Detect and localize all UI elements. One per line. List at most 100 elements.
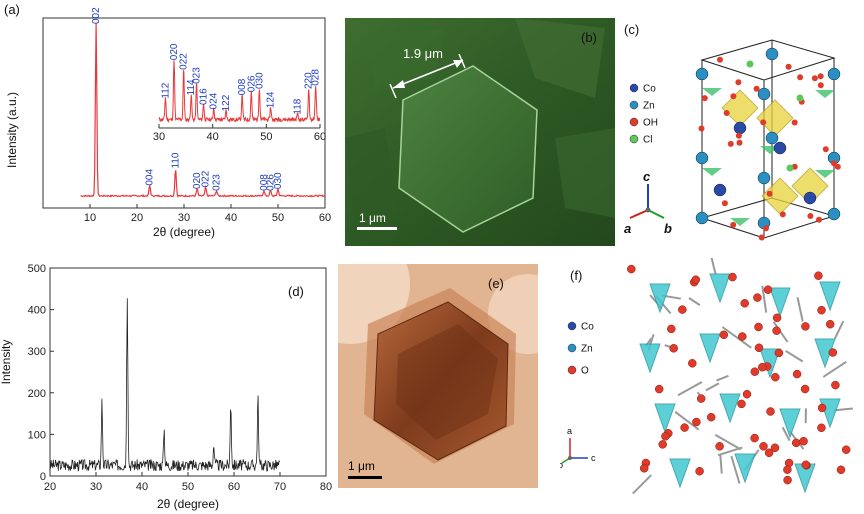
oxygen-atom [692,417,701,427]
oh-atom [763,225,769,232]
bond [688,297,701,306]
oh-atom [766,190,773,197]
tetrahedron [702,168,722,176]
bond [834,407,853,412]
tetrahedron [779,408,801,439]
panel-d-xtick-label: 50 [182,481,194,493]
tetrahedron [669,458,691,489]
panel-d-ytick-label: 100 [28,429,46,441]
metal-atom [827,207,841,221]
oh-atom [817,82,824,89]
cl-atom [746,60,754,68]
oxygen-atom [791,438,801,448]
panel-f-crystal-structure: (f) Co Zn O a b c [560,258,853,495]
peak-label: 023 [211,174,222,191]
legend-co-label: Co [643,84,656,95]
panel-c-crystal-structure: (c) Co Zn OH Cl c a b [624,22,841,241]
bond [632,474,652,495]
oxygen-atom [836,465,846,475]
oh-atom [753,85,760,92]
tetrahedron [815,90,835,98]
panel-d-label: (d) [288,284,304,299]
panel-a-xtick-label: 10 [84,212,96,224]
panel-d-ytick-label: 0 [40,471,46,483]
panel-d-ytick-label: 200 [28,388,46,400]
axis-a-label-f: a [567,426,572,436]
metal-atom [757,171,771,185]
oxygen-atom [678,305,687,314]
oxygen-atom [738,332,747,341]
panel-d-ytick-label: 300 [28,346,46,358]
panel-d-xtick-label: 20 [44,481,56,493]
oxygen-atom [669,344,678,353]
peak-label: 004 [145,169,156,186]
panel-a-inset-tick-label: 60 [314,131,326,143]
inset-peak-label: 112 [160,82,171,98]
panel-b-scalebar [357,227,397,230]
oxygen-atom [770,443,780,453]
oh-atom [730,221,737,228]
oh-atom [736,139,743,146]
oxygen-atom [801,460,811,470]
panel-a-xtick-label: 30 [178,212,190,224]
oh-atom [723,110,730,116]
legend-oh-marker [629,117,639,127]
inset-peak-label: 020 [169,43,180,60]
metal-atom [803,191,817,205]
legend-oh-label: OH [643,118,658,129]
tetrahedron [639,343,661,374]
oxygen-atom [774,348,784,358]
metal-atom [765,47,779,61]
legend-co-marker [567,321,577,331]
oxygen-atom [753,293,762,302]
legend-zn-marker [567,343,577,353]
oh-atom [785,63,792,70]
panel-d-xrd-chart: Intensity 20 30 40 50 60 70 80 0 100 200 300 400 500… [0,263,332,511]
panel-d-xtick-label: 60 [228,481,240,493]
oxygen-atom [661,432,670,441]
bond [781,426,791,442]
oxygen-atom [758,362,767,372]
oxygen-atom [715,442,724,451]
inset-peak-label: 024 [209,92,220,109]
inset-peak-label: 114 [186,79,197,95]
tetrahedron [819,281,841,312]
tetrahedron [819,398,841,429]
bond [677,381,703,397]
oh-atom [730,93,737,100]
octahedron [756,99,794,137]
inset-peak-label: 026 [246,75,257,92]
tetrahedron [709,273,731,304]
oxygen-atom [800,384,810,394]
oxygen-atom [737,399,746,409]
metal-atom [757,87,771,101]
oxygen-atom [654,384,664,394]
inset-peak-label: 008 [237,78,248,95]
octahedron [721,89,759,127]
panel-e-scale-label: 1 μm [348,459,375,473]
panel-a-label: (a) [4,2,20,17]
oxygen-atom [728,272,737,282]
panel-d-series-line [49,298,280,472]
metal-atom [695,151,709,165]
cl-atom [796,94,804,102]
oxygen-atom [627,264,636,274]
panel-a-xrd-chart: (a) Intensity (a.u.) 10 20 30 40 50 60 002 004… [4,2,331,239]
panel-d-ticks: 20 30 40 50 60 70 80 0 100 200 300 400 500 [28,263,332,493]
oxygen-atom [817,305,826,315]
oxygen-atom [667,324,676,334]
panel-d-ytick-label: 400 [28,305,46,317]
oh-atom [817,73,824,80]
metal-atom [695,211,709,225]
oxygen-atom [759,442,768,451]
bond [796,297,804,322]
oh-atom [779,211,786,218]
legend-zn-label: Zn [581,344,593,355]
axis-c-label-f: c [591,453,596,463]
inset-peak-label: 022 [179,53,190,70]
inset-peak-label: 030 [254,72,265,89]
legend-o-marker [567,365,577,375]
peak-label: 020 [192,172,203,189]
panel-a-xtick-label: 60 [319,212,331,224]
